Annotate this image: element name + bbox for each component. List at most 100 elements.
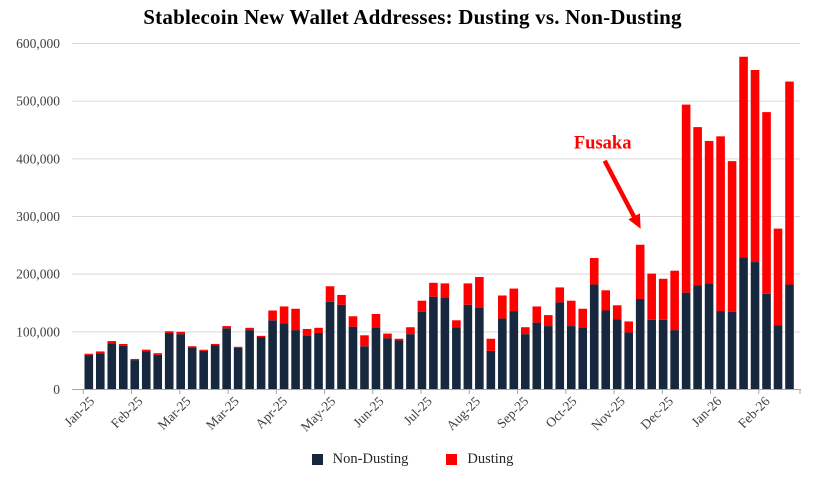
fusaka-annotation: Fusaka <box>574 134 632 154</box>
bar-segment-non-dusting <box>429 296 438 390</box>
bar-segment-non-dusting <box>681 292 691 390</box>
x-axis-tick-label: Feb-26 <box>735 393 773 431</box>
bar-segment-dusting <box>371 313 381 328</box>
bar-segment-dusting <box>785 81 794 285</box>
y-axis-tick-label: 200,000 <box>16 267 60 282</box>
bar-segment-dusting <box>302 328 312 336</box>
y-axis-tick-label: 400,000 <box>16 151 60 166</box>
bar-segment-dusting <box>176 331 185 335</box>
bar-segment-dusting <box>727 161 737 312</box>
x-axis-tick-label: Apr-25 <box>252 393 290 431</box>
fusaka-arrowhead <box>628 213 641 229</box>
legend-label-non-dusting: Non-Dusting <box>332 451 409 467</box>
bar-segment-non-dusting <box>601 310 611 390</box>
bar-segment-dusting <box>348 316 358 327</box>
fusaka-arrow <box>602 159 639 223</box>
bar-segment-non-dusting <box>348 326 358 390</box>
bar-segment-dusting <box>268 310 277 321</box>
bar-segment-non-dusting <box>498 318 507 390</box>
x-axis-tick-label: Jan-25 <box>61 393 97 429</box>
bar-segment-dusting <box>187 346 197 348</box>
bar-segment-dusting <box>716 136 725 312</box>
legend: Non-Dusting Dusting <box>0 451 825 468</box>
bar-segment-non-dusting <box>210 345 220 390</box>
bar-segment-non-dusting <box>360 346 369 390</box>
bar-segment-dusting <box>589 258 599 285</box>
bar-segment-non-dusting <box>176 334 185 390</box>
bar-segment-non-dusting <box>773 325 783 390</box>
bar-segment-dusting <box>532 306 542 323</box>
y-axis-tick-label: 600,000 <box>16 36 60 51</box>
bar-segment-non-dusting <box>118 345 128 390</box>
bar-segment-dusting <box>107 341 117 344</box>
bar-segment-non-dusting <box>647 319 656 390</box>
x-axis-tick-label: Feb-25 <box>108 393 146 431</box>
bar-segment-non-dusting <box>693 285 702 390</box>
bar-segment-non-dusting <box>762 293 771 390</box>
bar-segment-dusting <box>750 70 760 263</box>
bar-segment-dusting <box>773 228 783 326</box>
bar-segment-non-dusting <box>268 320 277 390</box>
legend-label-dusting: Dusting <box>467 451 514 467</box>
bar-segment-non-dusting <box>256 337 266 390</box>
bar-segment-non-dusting <box>716 311 725 390</box>
x-axis-tick-label: Mar-25 <box>155 393 194 432</box>
y-axis-tick-label: 0 <box>53 382 60 397</box>
bar-segment-non-dusting <box>624 332 633 390</box>
bar-segment-non-dusting <box>187 347 197 390</box>
x-axis-tick-label: Oct-25 <box>543 393 580 430</box>
y-axis-tick-label: 500,000 <box>16 94 60 109</box>
bar-segment-non-dusting <box>739 257 748 390</box>
bar-segment-dusting <box>601 290 611 311</box>
bar-segment-non-dusting <box>578 327 588 390</box>
bar-segment-dusting <box>693 127 702 286</box>
bar-segment-non-dusting <box>291 330 300 390</box>
bar-segment-dusting <box>325 286 335 302</box>
bar-segment-dusting <box>118 343 128 346</box>
bar-segment-non-dusting <box>417 311 427 390</box>
bar-segment-non-dusting <box>199 350 208 390</box>
bar-segment-non-dusting <box>153 354 163 390</box>
bar-segment-non-dusting <box>222 328 231 390</box>
bar-segment-dusting <box>95 351 105 354</box>
bar-segment-non-dusting <box>84 354 94 390</box>
bar-segment-dusting <box>153 353 163 355</box>
bar-segment-dusting <box>164 331 174 333</box>
chart-title: Stablecoin New Wallet Addresses: Dusting… <box>143 5 682 29</box>
bar-segment-dusting <box>417 300 427 312</box>
bar-segment-dusting <box>739 56 748 258</box>
bar-segment-non-dusting <box>475 307 484 390</box>
bar-segment-non-dusting <box>521 334 530 390</box>
bar-segment-dusting <box>130 358 140 361</box>
x-axis-tick-label: Aug-25 <box>443 393 483 433</box>
bar-segment-non-dusting <box>164 332 174 390</box>
bar-segment-dusting <box>440 283 450 298</box>
non-dusting-swatch-icon <box>311 454 323 465</box>
bar-segment-dusting <box>612 305 622 320</box>
bar-segment-dusting <box>383 333 392 339</box>
bar-segment-dusting <box>429 282 438 297</box>
bar-segment-dusting <box>394 338 404 341</box>
bar-segment-dusting <box>578 308 588 328</box>
bar-segment-non-dusting <box>383 338 392 390</box>
bar-segment-dusting <box>199 349 208 351</box>
bar-segment-dusting <box>452 320 461 328</box>
x-axis-tick-label: Jul-25 <box>400 393 435 428</box>
bar-segment-dusting <box>498 295 507 319</box>
bar-segment-non-dusting <box>452 327 461 390</box>
bar-segment-non-dusting <box>233 347 243 390</box>
x-axis-tick-label: Jun-25 <box>350 393 387 430</box>
bar-segment-dusting <box>486 338 496 351</box>
bar-segment-non-dusting <box>141 351 151 390</box>
bar-segment-non-dusting <box>406 334 415 390</box>
bar-segment-non-dusting <box>750 262 760 390</box>
x-axis-tick-label: May-25 <box>298 393 339 434</box>
bar-segment-dusting <box>233 346 243 348</box>
bar-segment-non-dusting <box>245 330 254 390</box>
bar-segment-dusting <box>360 335 369 347</box>
bar-segment-dusting <box>658 278 668 320</box>
x-axis-tick-label: Mar-25 <box>203 393 242 432</box>
bar-segment-non-dusting <box>279 323 289 390</box>
bar-segment-non-dusting <box>785 284 794 390</box>
bar-segment-dusting <box>762 112 771 294</box>
